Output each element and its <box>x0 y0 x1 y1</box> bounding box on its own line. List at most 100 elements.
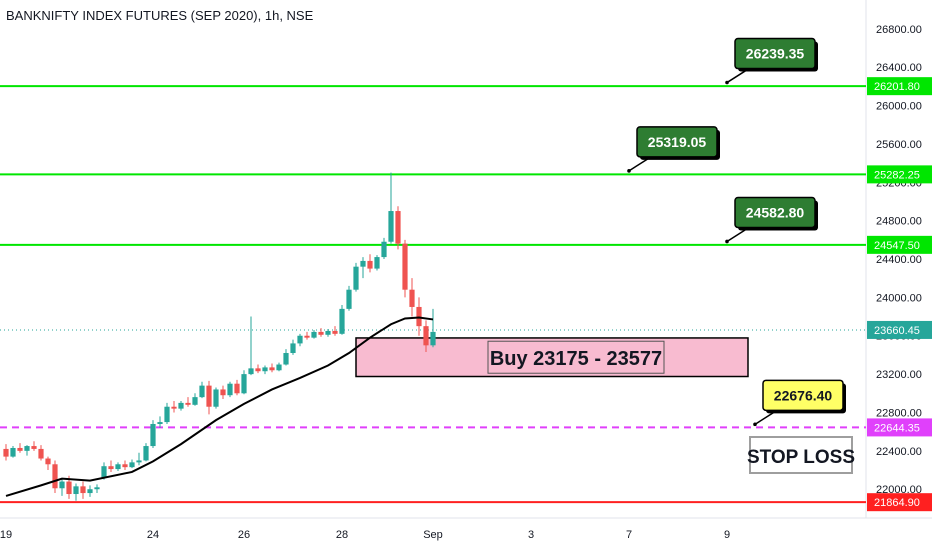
y-tick-label: 25600.00 <box>876 139 922 151</box>
candle-body <box>367 260 373 269</box>
candle-body <box>395 211 401 244</box>
candle-body <box>304 335 310 338</box>
x-tick-label: 3 <box>528 529 534 541</box>
buy-zone-label: Buy 23175 - 23577 <box>490 348 662 370</box>
candle-body <box>17 447 23 451</box>
callout-label: 26239.35 <box>746 46 805 62</box>
stop-loss-label: STOP LOSS <box>747 447 855 468</box>
y-tick-label: 23200.00 <box>876 369 922 381</box>
candle-body <box>3 448 9 457</box>
price-tag-label: 24547.50 <box>874 240 920 252</box>
candle-body <box>45 458 51 465</box>
candle-body <box>122 464 128 468</box>
candle-body <box>248 368 254 375</box>
candle-body <box>213 389 219 407</box>
y-tick-label: 26000.00 <box>876 101 922 113</box>
x-tick-label: 26 <box>238 529 250 541</box>
price-tag-label: 23660.45 <box>874 325 920 337</box>
candle-body <box>423 326 429 346</box>
price-tag <box>867 77 932 96</box>
candle-body <box>255 368 261 372</box>
candle-body <box>227 383 233 396</box>
candle-body <box>129 462 135 468</box>
candle-body <box>374 257 380 269</box>
candle-body <box>108 466 114 470</box>
y-tick-label: 22400.00 <box>876 446 922 458</box>
x-tick-label: 19 <box>0 529 12 541</box>
price-tag <box>867 418 932 437</box>
candle-body <box>143 446 149 461</box>
candle-body <box>381 241 387 258</box>
candle-body <box>192 397 198 405</box>
callout-anchor <box>725 80 729 85</box>
candle-body <box>31 446 37 449</box>
callout-anchor <box>725 239 729 244</box>
candle-body <box>199 385 205 398</box>
y-tick-label: 26800.00 <box>876 24 922 36</box>
candle-body <box>24 446 30 451</box>
candle-body <box>157 422 163 424</box>
price-tag <box>867 493 932 512</box>
price-tag <box>867 320 932 339</box>
candle-body <box>59 481 65 489</box>
candle-body <box>73 486 79 495</box>
candle-body <box>178 402 184 409</box>
y-tick-label: 26400.00 <box>876 62 922 74</box>
candle-body <box>94 487 100 490</box>
moving-average-line <box>5 316 434 497</box>
candle-body <box>80 486 86 494</box>
candle-body <box>360 260 366 267</box>
candle-body <box>290 343 296 354</box>
candle-body <box>311 331 317 338</box>
candle-body <box>220 389 226 396</box>
callout-box[interactable] <box>636 126 718 158</box>
y-tick-label: 24000.00 <box>876 292 922 304</box>
x-tick-label: 7 <box>626 529 632 541</box>
candle-body <box>325 330 331 335</box>
y-tick-label: 22800.00 <box>876 407 922 419</box>
price-tag <box>867 165 932 184</box>
candle-body <box>52 464 58 489</box>
candle-body <box>283 353 289 365</box>
candle-body <box>164 406 170 423</box>
candle-body <box>101 466 107 478</box>
price-tag <box>867 235 932 254</box>
candle-body <box>10 447 16 457</box>
candle-body <box>297 335 303 344</box>
candle-body <box>87 489 93 494</box>
x-tick-label: Sep <box>423 529 443 541</box>
y-tick-label: 24800.00 <box>876 216 922 228</box>
callout-box[interactable] <box>734 196 816 229</box>
candle-body <box>276 364 282 371</box>
candle-body <box>234 383 240 394</box>
price-tag-label: 21864.90 <box>874 497 920 509</box>
y-tick-label: 24400.00 <box>876 254 922 266</box>
candle-body <box>185 402 191 405</box>
candle-body <box>269 367 275 371</box>
callout-box[interactable] <box>762 379 844 412</box>
candle-body <box>171 406 177 409</box>
x-tick-label: 24 <box>147 529 159 541</box>
candle-body <box>262 367 268 372</box>
candle-body <box>66 481 72 495</box>
callout-label: 22676.40 <box>774 387 833 403</box>
candle-body <box>332 330 338 334</box>
chart-title: BANKNIFTY INDEX FUTURES (SEP 2020), 1h, … <box>6 8 314 23</box>
callout-anchor <box>627 169 631 173</box>
x-tick-label: 28 <box>336 529 348 541</box>
candle-body <box>150 423 156 447</box>
candle-body <box>388 211 394 242</box>
callout-label: 24582.80 <box>746 204 805 220</box>
candle-body <box>206 385 212 407</box>
price-tag-label: 26201.80 <box>874 81 920 93</box>
candle-body <box>241 374 247 394</box>
callout-box[interactable] <box>734 37 816 70</box>
callout-label: 25319.05 <box>648 134 707 150</box>
callout-anchor <box>753 422 757 427</box>
price-tag-label: 22644.35 <box>874 422 920 434</box>
buy-zone-label-box <box>487 340 665 374</box>
candle-body <box>346 289 352 309</box>
candle-body <box>353 266 359 290</box>
candle-body <box>38 448 44 459</box>
